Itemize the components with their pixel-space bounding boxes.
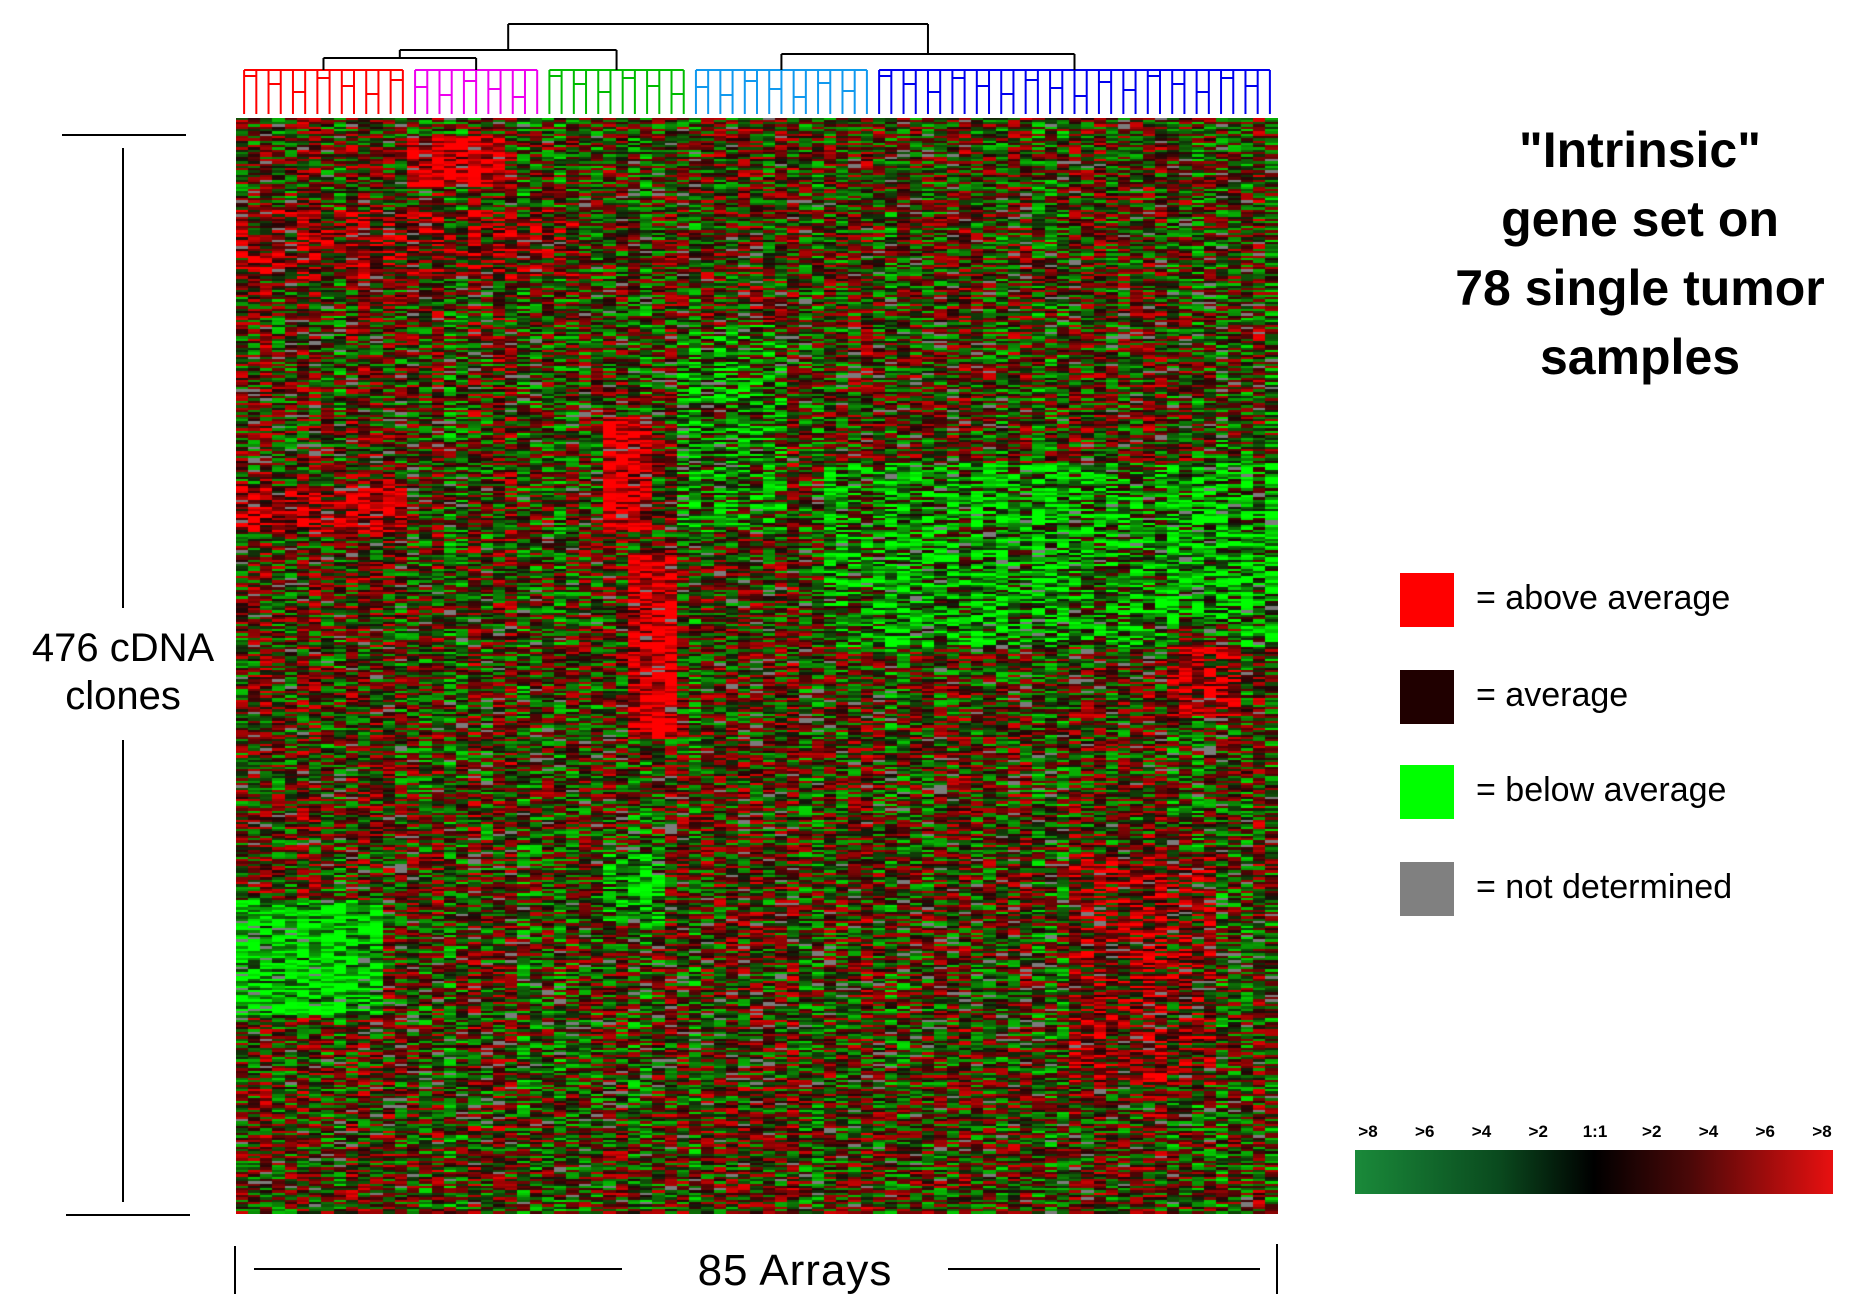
title-line-1: "Intrinsic" [1519, 122, 1761, 178]
x-bracket-line-right [948, 1268, 1260, 1270]
chart-title: "Intrinsic" gene set on 78 single tumor … [1380, 116, 1864, 392]
legend-label-below: = below average [1476, 771, 1727, 809]
scale-tick-label: 1:1 [1582, 1122, 1608, 1141]
cluster-dendrogram [243, 23, 1271, 114]
title-line-4: samples [1539, 329, 1741, 385]
legend-label-average: = average [1476, 676, 1629, 714]
scale-tick-label: >2 [1528, 1122, 1548, 1141]
legend-label-above: = above average [1476, 579, 1731, 617]
legend-item-below: = below average [1400, 765, 1840, 819]
x-bracket-line-left [254, 1268, 622, 1270]
scale-tick-label: >4 [1471, 1122, 1492, 1141]
x-axis-label: 85 Arrays [697, 1246, 893, 1295]
legend-swatch-below [1400, 765, 1454, 819]
heatmap [236, 118, 1278, 1214]
x-bracket-left [234, 1246, 236, 1294]
title-line-3: 78 single tumor [1455, 260, 1825, 316]
legend-swatch-above [1400, 573, 1454, 627]
legend-item-above: = above average [1400, 573, 1840, 627]
title-line-2: gene set on [1501, 191, 1779, 247]
scale-tick-label: >2 [1642, 1122, 1662, 1141]
legend-item-missing: = not determined [1400, 862, 1840, 916]
scale-tick-label: >8 [1812, 1122, 1832, 1141]
y-axis-label: 476 cDNA clones [0, 624, 246, 720]
y-bracket-bottom [66, 1214, 190, 1216]
legend-item-average: = average [1400, 670, 1840, 724]
y-bracket-line-upper [122, 148, 124, 608]
legend-label-missing: = not determined [1476, 868, 1733, 906]
color-scale-bar [1355, 1150, 1833, 1194]
scale-tick-label: >4 [1698, 1122, 1719, 1141]
scale-tick-label: >8 [1358, 1122, 1378, 1141]
y-bracket-top [62, 134, 186, 136]
legend-swatch-average [1400, 670, 1454, 724]
y-label-line-1: 476 cDNA [31, 626, 215, 670]
x-bracket-right [1276, 1244, 1278, 1294]
y-bracket-line-lower [122, 740, 124, 1202]
scale-tick-label: >6 [1415, 1122, 1435, 1141]
scale-tick-label: >6 [1755, 1122, 1775, 1141]
legend-swatch-missing [1400, 862, 1454, 916]
y-label-line-2: clones [65, 674, 181, 718]
